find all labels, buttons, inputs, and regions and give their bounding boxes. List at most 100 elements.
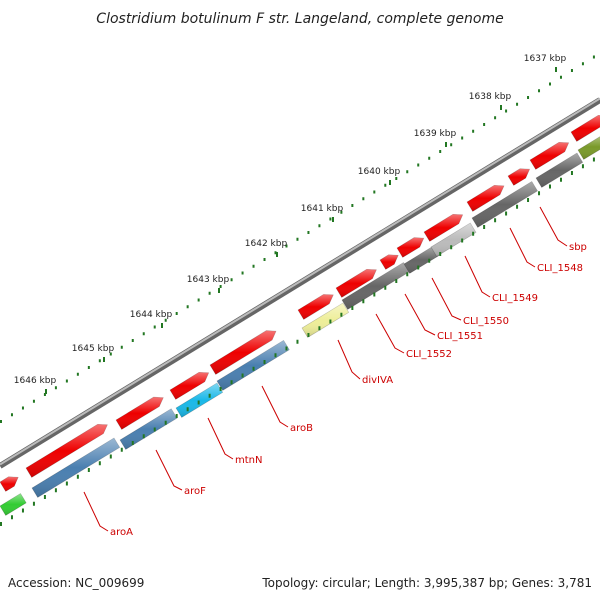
tick-mark: [153, 325, 156, 329]
tick-mark: [197, 298, 200, 302]
tick-mark: [218, 288, 220, 293]
cds-arrow: [297, 294, 334, 320]
tick-label: 1640 kbp: [358, 167, 401, 177]
gene-label: divIVA: [362, 375, 393, 386]
cds-arrow: [25, 423, 108, 478]
tick-mark: [103, 357, 105, 362]
tick-mark: [549, 82, 551, 86]
leader-line: [207, 417, 234, 460]
gene-bar: [430, 222, 477, 257]
tick-mark: [54, 488, 57, 493]
tick-mark: [230, 380, 233, 385]
tick-mark: [142, 332, 145, 336]
gene-label: CLI_1550: [463, 316, 509, 327]
tick-mark: [186, 407, 189, 412]
tick-mark: [76, 474, 79, 479]
tick-label: 1641 kbp: [301, 204, 344, 214]
tick-mark: [592, 157, 595, 162]
tick-mark: [384, 285, 387, 290]
tick-label: 1638 kbp: [469, 92, 512, 102]
tick-mark: [439, 150, 442, 153]
tick-mark: [43, 495, 46, 499]
tick-mark: [406, 272, 409, 277]
gene-label: CLI_1549: [492, 293, 538, 304]
tick-mark: [570, 69, 573, 72]
tick-mark: [54, 386, 57, 390]
tick-mark: [559, 75, 562, 79]
gene-bar: [216, 339, 290, 391]
leader-line: [375, 313, 405, 354]
cds-arrow: [335, 268, 377, 298]
tick-mark: [10, 515, 13, 520]
tick-label: 1643 kbp: [187, 275, 230, 285]
tick-mark: [417, 265, 420, 270]
tick-label: 1639 kbp: [414, 129, 457, 139]
tick-mark: [252, 264, 255, 268]
tick-mark: [109, 454, 112, 459]
tick-mark: [109, 352, 112, 356]
leader-line: [464, 255, 491, 298]
tick-mark: [555, 67, 557, 72]
cds-arrow: [466, 184, 505, 212]
tick-mark: [505, 109, 508, 113]
tick-mark: [76, 372, 79, 376]
tick-label: 1637 kbp: [524, 54, 567, 64]
tick-mark: [43, 393, 46, 396]
tick-mark: [494, 116, 497, 120]
tick-mark: [570, 171, 573, 175]
tick-mark: [351, 204, 354, 207]
tick-labels: 1637 kbp 1638 kbp 1639 kbp 1640 kbp 1641 kbp…: [14, 54, 567, 394]
tick-mark: [581, 164, 584, 169]
leader-line: [404, 293, 436, 336]
tick-mark: [208, 291, 211, 295]
tick-mark: [98, 461, 101, 466]
leader-line: [155, 449, 183, 491]
tick-mark: [307, 333, 310, 337]
tick-mark: [494, 218, 497, 223]
tick-mark: [175, 312, 178, 315]
tick-mark: [592, 55, 595, 59]
gene-label: aroF: [184, 486, 206, 497]
cds-arrow: [379, 254, 399, 270]
gene-label: CLI_1548: [537, 263, 583, 274]
genome-title: Clostridium botulinum F str. Langeland, …: [96, 11, 503, 27]
leader-line: [337, 339, 361, 380]
cds-arrow: [169, 371, 210, 400]
tick-mark: [21, 406, 24, 410]
tick-mark: [0, 522, 2, 526]
tick-mark: [318, 224, 321, 228]
tick-mark: [120, 345, 123, 349]
tick-mark: [32, 399, 35, 403]
tick-mark: [65, 379, 68, 383]
tick-mark: [461, 136, 464, 140]
tick-mark: [439, 252, 442, 256]
tick-mark: [285, 244, 288, 248]
tick-mark: [241, 271, 244, 275]
tick-mark: [87, 468, 90, 472]
leader-line: [83, 491, 109, 532]
tick-mark: [274, 251, 277, 255]
tick-mark: [428, 156, 431, 160]
gene-bar: [119, 408, 178, 450]
forward-strand-genes: [0, 114, 600, 492]
tick-mark: [362, 299, 365, 304]
tick-mark: [373, 292, 376, 297]
tick-mark: [362, 197, 365, 201]
tick-mark: [131, 441, 134, 445]
tick-mark: [500, 105, 502, 110]
genome-backbone: [0, 97, 600, 469]
tick-mark: [581, 62, 584, 66]
gene-label: mtnN: [235, 455, 262, 466]
tick-mark: [318, 326, 321, 331]
tick-label: 1644 kbp: [130, 310, 173, 320]
tick-mark: [131, 339, 134, 342]
genome-summary: Topology: circular; Length: 3,995,387 bp…: [261, 576, 592, 590]
tick-mark: [472, 231, 475, 236]
tick-mark: [263, 258, 266, 261]
gene-bar: [301, 302, 350, 338]
cds-arrow: [423, 213, 464, 242]
cds-arrow: [507, 168, 531, 186]
tick-mark: [395, 177, 398, 180]
tick-mark: [461, 238, 464, 243]
